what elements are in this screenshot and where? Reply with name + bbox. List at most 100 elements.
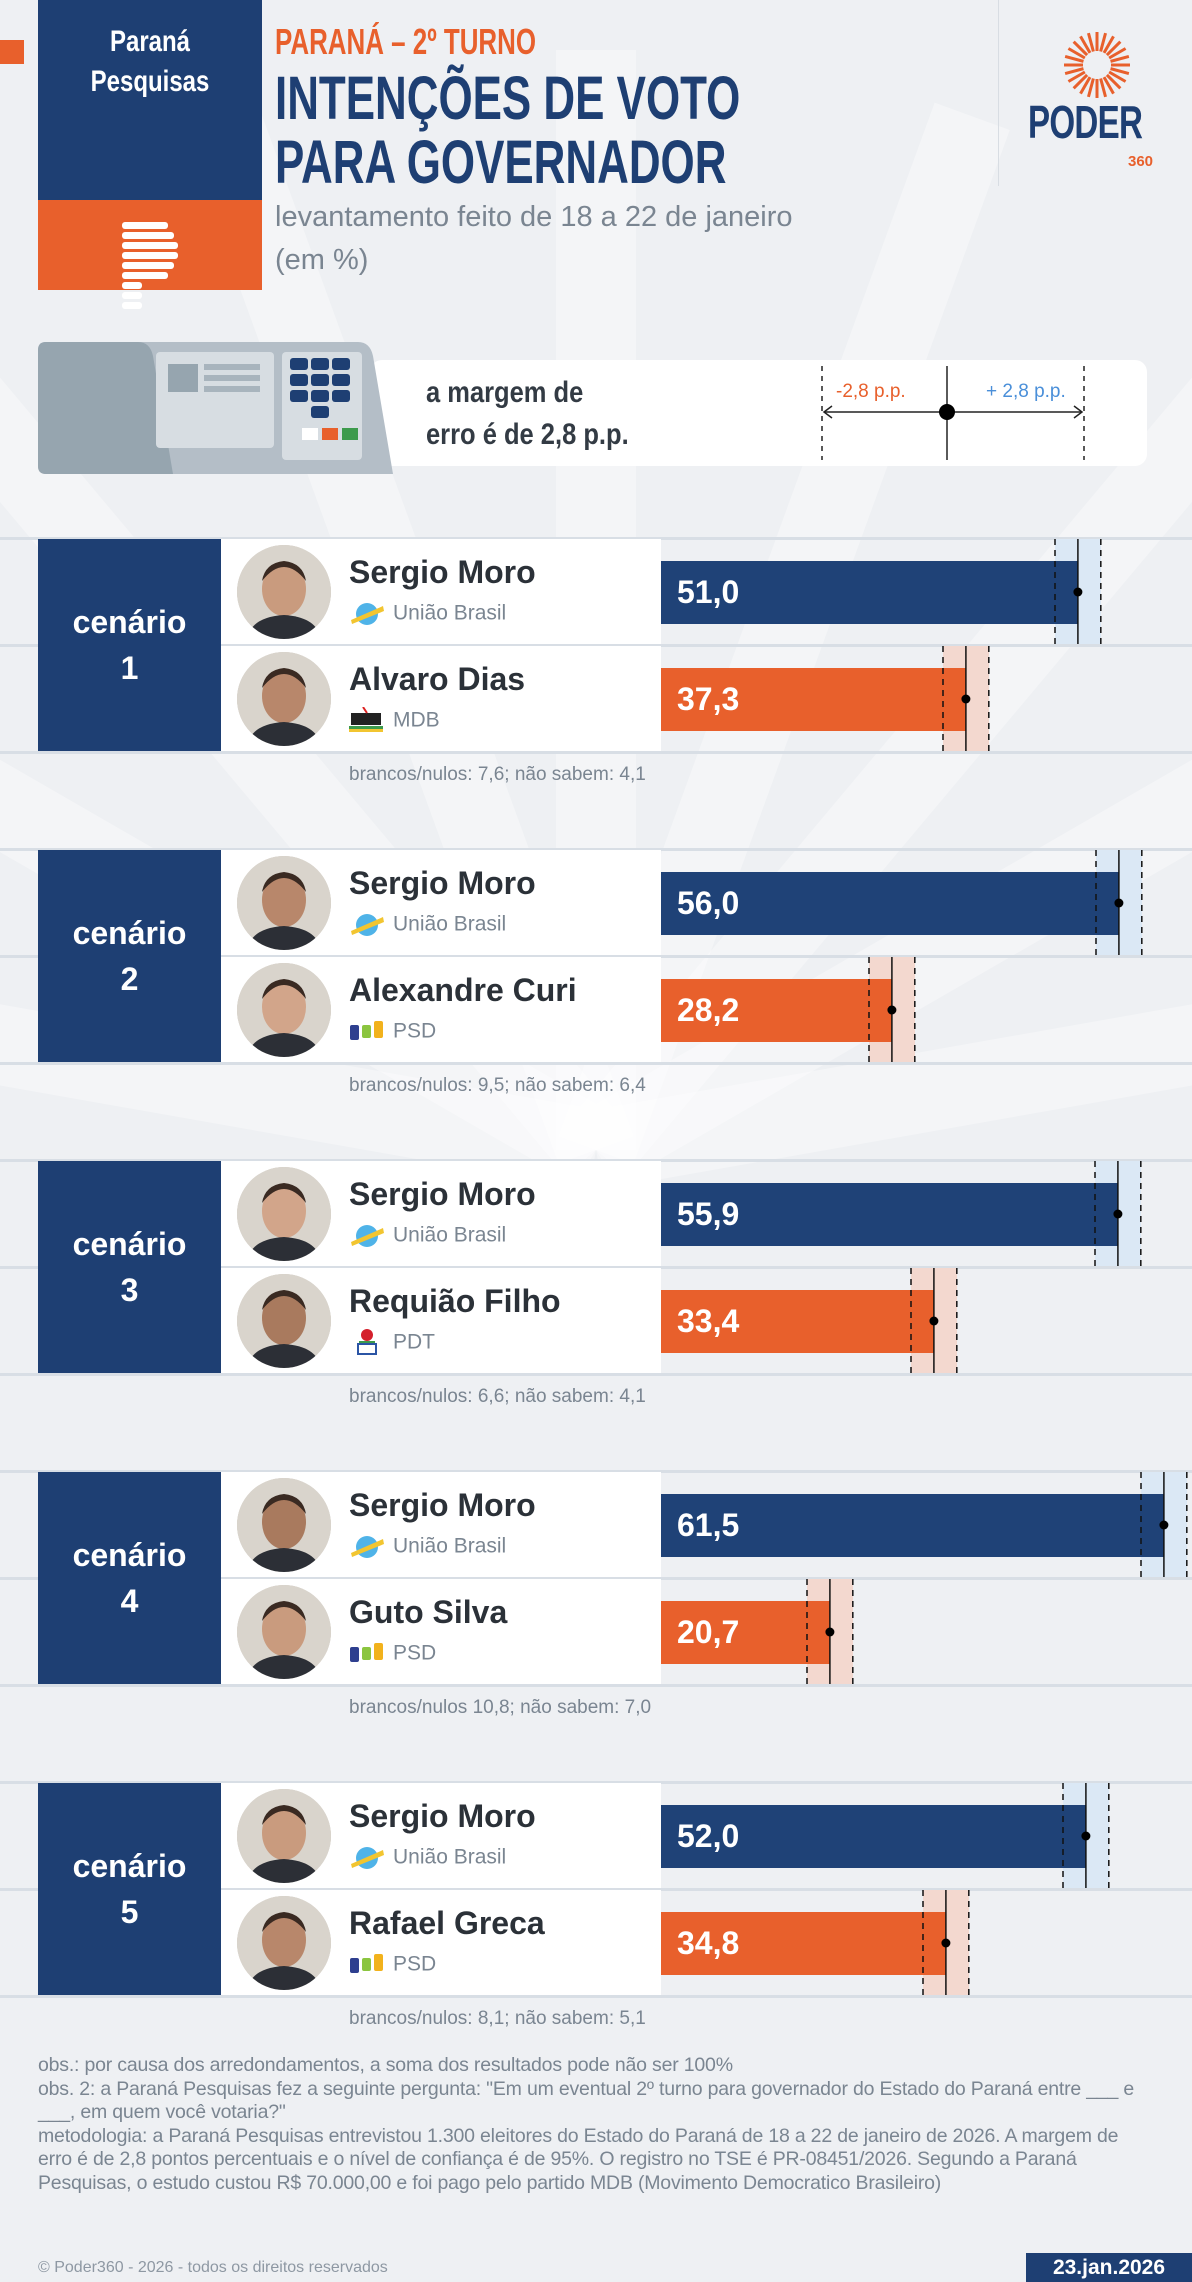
value-dot — [887, 1005, 897, 1015]
mdb-logo-icon — [349, 706, 385, 733]
title-line: PARA GOVERNADOR — [275, 128, 727, 196]
margin-text: a margem de erro é de 2,8 p.p. — [426, 372, 629, 456]
poder360-sun-icon — [1064, 32, 1130, 98]
candidate-photo — [237, 963, 331, 1057]
row-divider — [0, 644, 1192, 647]
candidate-name: Requião Filho — [349, 1283, 561, 1319]
bar: 51,0 — [661, 561, 1079, 624]
party-name: União Brasil — [393, 1223, 507, 1247]
bar: 33,4 — [661, 1290, 935, 1353]
bar: 20,7 — [661, 1601, 831, 1664]
margin-diagram — [821, 366, 1085, 460]
subtitle-line: (em %) — [275, 244, 369, 276]
candidate-photo — [237, 1789, 331, 1883]
candidate-party: União Brasil — [349, 599, 506, 627]
scenario-number: 3 — [120, 1272, 139, 1308]
pollster-logo — [38, 200, 262, 309]
uniao-brasil-logo-icon — [349, 911, 385, 937]
value-dot — [1113, 1209, 1123, 1219]
others-text: brancos/nulos 10,8; não sabem: 7,0 — [349, 1697, 652, 1718]
candidate-party: PSD — [349, 1017, 436, 1045]
candidate-name: Alvaro Dias — [349, 661, 526, 697]
psd-logo-icon — [349, 1640, 385, 1666]
error-margin-marks — [1094, 1161, 1142, 1266]
row-divider — [0, 1470, 1192, 1473]
margin-diagram-dot — [939, 404, 955, 420]
candidate-name: Alexandre Curi — [349, 972, 577, 1008]
pollster-name-line: Paraná — [109, 25, 191, 58]
scenario-number: 5 — [120, 1894, 139, 1930]
others-text: brancos/nulos: 7,6; não sabem: 4,1 — [349, 764, 646, 785]
candidate-name: Sergio Moro — [349, 1798, 536, 1834]
publish-date: 23.jan.2026 — [1026, 2253, 1192, 2282]
candidate-row: Sergio Moro União Brasil — [221, 1161, 661, 1266]
error-margin-marks — [1062, 1783, 1111, 1888]
kicker: PARANÁ – 2º TURNO — [275, 21, 537, 62]
uniao-brasil-logo-icon — [349, 1533, 385, 1559]
scenario-label-text: cenário — [72, 1226, 187, 1262]
uniao-brasil-logo-icon — [349, 1844, 385, 1870]
plus-margin-label: + 2,8 p.p. — [986, 381, 1066, 402]
bar: 34,8 — [661, 1912, 946, 1975]
value-dot — [1081, 1831, 1091, 1841]
scenario-label: cenário 5 — [38, 1783, 221, 1995]
value-dot — [825, 1627, 835, 1637]
candidate-photo — [237, 1274, 331, 1368]
poder360-logo: PODER — [1028, 96, 1143, 148]
candidate-name: Guto Silva — [349, 1594, 508, 1630]
candidate-row: Sergio Moro União Brasil — [221, 1472, 661, 1577]
candidate-row: Sergio Moro União Brasil — [221, 850, 661, 955]
pollster-box: Paraná Pesquisas — [38, 0, 262, 200]
candidate-party: União Brasil — [349, 910, 506, 938]
scenario-label-text: cenário — [72, 604, 187, 640]
candidate-name: Sergio Moro — [349, 865, 536, 901]
bar: 61,5 — [661, 1494, 1165, 1557]
scenario-number: 1 — [120, 650, 139, 686]
error-margin-marks — [1095, 850, 1143, 955]
party-name: MDB — [393, 708, 440, 732]
candidate-party: MDB — [349, 706, 440, 734]
scenario-label: cenário 1 — [38, 539, 221, 751]
row-divider — [0, 1888, 1192, 1891]
error-margin-marks — [922, 1890, 970, 1995]
row-divider — [0, 751, 1192, 754]
subtitle-line: levantamento feito de 18 a 22 de janeiro — [275, 201, 793, 233]
bar-value-label: 33,4 — [677, 1303, 740, 1339]
candidate-photo — [237, 1896, 331, 1990]
footnotes: obs.: por causa dos arredondamentos, a s… — [38, 2054, 1148, 2196]
candidate-photo — [237, 1478, 331, 1572]
party-name: PSD — [393, 1952, 437, 1976]
candidate-photo — [237, 1167, 331, 1261]
uniao-brasil-logo-icon — [349, 600, 385, 626]
bar: 55,9 — [661, 1183, 1119, 1246]
margin-text-line: a margem de — [426, 376, 584, 409]
candidate-party: PSD — [349, 1639, 436, 1667]
bar-value-label: 55,9 — [677, 1196, 740, 1232]
voting-machine-icon — [38, 342, 393, 474]
row-divider — [0, 1373, 1192, 1376]
row-divider — [0, 537, 1192, 540]
title-line: INTENÇÕES DE VOTO — [275, 64, 741, 132]
others-text: brancos/nulos: 9,5; não sabem: 6,4 — [349, 1075, 646, 1096]
candidate-row: Alexandre Curi PSD — [221, 957, 661, 1062]
row-divider — [0, 1266, 1192, 1269]
bar-value-label: 61,5 — [677, 1507, 740, 1543]
bar: 56,0 — [661, 872, 1120, 935]
candidate-photo — [237, 856, 331, 950]
candidate-party: União Brasil — [349, 1532, 506, 1560]
candidate-row: Alvaro Dias MDB — [221, 646, 661, 751]
candidate-name: Sergio Moro — [349, 1487, 536, 1523]
scenario-label: cenário 3 — [38, 1161, 221, 1373]
row-divider — [0, 1684, 1192, 1687]
subtitle: levantamento feito de 18 a 22 de janeiro… — [275, 196, 793, 282]
row-divider — [0, 955, 1192, 958]
candidate-party: PDT — [349, 1328, 435, 1356]
row-divider — [0, 848, 1192, 851]
scenario-number: 4 — [120, 1583, 139, 1619]
scenario-label-text: cenário — [72, 1537, 187, 1573]
party-name: PDT — [393, 1330, 435, 1354]
error-margin-marks — [1054, 539, 1102, 644]
margin-panel — [370, 360, 1147, 466]
accent-tab — [0, 40, 24, 64]
candidate-row: Sergio Moro União Brasil — [221, 1783, 661, 1888]
